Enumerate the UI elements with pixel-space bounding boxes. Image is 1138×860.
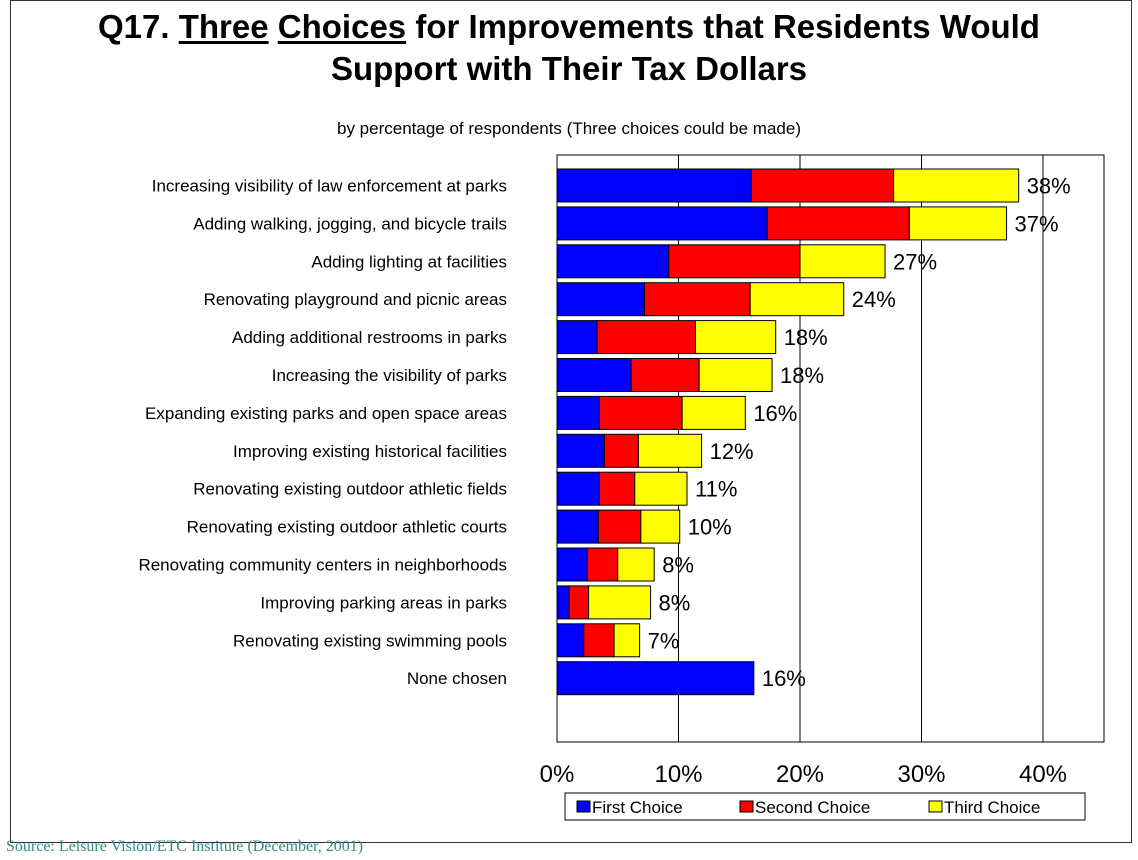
legend-label: Third Choice bbox=[944, 798, 1040, 817]
title-prefix: Q17. bbox=[98, 8, 170, 45]
bar-third-choice bbox=[613, 623, 641, 658]
bar-first-choice bbox=[556, 433, 605, 468]
total-label: 11% bbox=[695, 477, 737, 502]
bar-first-choice bbox=[556, 471, 601, 506]
chart-subtitle: by percentage of respondents (Three choi… bbox=[337, 119, 801, 138]
bar-third-choice bbox=[893, 168, 1020, 203]
bar-third-choice bbox=[695, 320, 777, 355]
bar-first-choice bbox=[556, 395, 601, 430]
title-underlined-three: Three bbox=[178, 8, 269, 45]
source-note: Source: Leisure Vision/ETC Institute (De… bbox=[6, 838, 364, 855]
total-label: 38% bbox=[1027, 174, 1071, 199]
legend-box bbox=[564, 792, 1086, 821]
bar-first-choice bbox=[556, 244, 670, 279]
bar-second-choice bbox=[766, 206, 910, 241]
title-line2: Support with Their Tax Dollars bbox=[330, 50, 808, 87]
bar-third-choice bbox=[637, 433, 703, 468]
bar-second-choice bbox=[603, 433, 639, 468]
bar-third-choice bbox=[617, 547, 655, 582]
category-label: Renovating existing outdoor athletic cou… bbox=[187, 518, 507, 537]
total-label: 7% bbox=[648, 628, 680, 653]
bar-first-choice bbox=[556, 282, 645, 317]
bar-third-choice bbox=[749, 282, 845, 317]
legend-label: Second Choice bbox=[755, 798, 870, 817]
category-label: Expanding existing parks and open space … bbox=[145, 404, 507, 423]
bar-third-choice bbox=[799, 244, 886, 279]
title-underlined-choices: Choices bbox=[277, 8, 407, 45]
category-label: Adding lighting at facilities bbox=[311, 252, 507, 271]
bar-third-choice bbox=[681, 395, 746, 430]
bar-second-choice bbox=[568, 585, 590, 620]
category-label: Increasing visibility of law enforcement… bbox=[152, 177, 507, 196]
bar-second-choice bbox=[750, 168, 895, 203]
bar-first-choice bbox=[556, 168, 752, 203]
bar-first-choice bbox=[556, 623, 585, 658]
category-label: Improving parking areas in parks bbox=[260, 593, 507, 612]
bar-first-choice bbox=[556, 547, 588, 582]
x-tick-label: 10% bbox=[654, 761, 702, 788]
x-tick-label: 30% bbox=[897, 761, 945, 788]
bar-first-choice bbox=[556, 661, 755, 696]
total-label: 8% bbox=[662, 553, 694, 578]
bar-second-choice bbox=[599, 395, 683, 430]
bar-third-choice bbox=[908, 206, 1008, 241]
bar-second-choice bbox=[599, 471, 636, 506]
bar-first-choice bbox=[556, 206, 768, 241]
bar-second-choice bbox=[596, 320, 697, 355]
legend-swatch bbox=[928, 800, 943, 813]
total-label: 18% bbox=[784, 325, 828, 350]
category-label: Adding walking, jogging, and bicycle tra… bbox=[193, 214, 507, 233]
bar-first-choice bbox=[556, 509, 599, 544]
bar-third-choice bbox=[640, 509, 681, 544]
bar-second-choice bbox=[668, 244, 801, 279]
bar-second-choice bbox=[643, 282, 751, 317]
total-label: 10% bbox=[688, 515, 732, 540]
bar-first-choice bbox=[556, 358, 632, 392]
category-label: Renovating playground and picnic areas bbox=[204, 290, 507, 309]
category-label: None chosen bbox=[407, 669, 507, 688]
bar-third-choice bbox=[698, 358, 773, 392]
category-label: Renovating existing outdoor athletic fie… bbox=[193, 480, 507, 499]
bar-second-choice bbox=[630, 358, 700, 392]
bar-second-choice bbox=[583, 623, 615, 658]
x-tick-label: 0% bbox=[540, 761, 575, 788]
bar-third-choice bbox=[634, 471, 688, 506]
bar-second-choice bbox=[586, 547, 619, 582]
category-label: Increasing the visibility of parks bbox=[272, 366, 507, 385]
title-rest: for Improvements that Residents Would bbox=[415, 8, 1040, 45]
chart-title: Q17. Three Choices for Improvements that… bbox=[0, 6, 1138, 90]
category-label: Improving existing historical facilities bbox=[233, 442, 507, 461]
category-label: Renovating community centers in neighbor… bbox=[138, 556, 507, 575]
legend-label: First Choice bbox=[592, 798, 683, 817]
legend-swatch bbox=[576, 800, 591, 813]
chart-frame bbox=[10, 0, 1132, 843]
total-label: 37% bbox=[1015, 211, 1059, 236]
total-label: 12% bbox=[710, 439, 754, 464]
bar-third-choice bbox=[588, 585, 652, 620]
bar-second-choice bbox=[597, 509, 642, 544]
category-label: Renovating existing swimming pools bbox=[233, 631, 507, 650]
total-label: 16% bbox=[753, 401, 797, 426]
total-label: 16% bbox=[762, 666, 806, 691]
x-tick-label: 40% bbox=[1019, 761, 1067, 788]
total-label: 27% bbox=[893, 249, 937, 274]
bar-first-choice bbox=[556, 320, 598, 355]
total-label: 8% bbox=[659, 590, 691, 615]
bar-first-choice bbox=[556, 585, 570, 620]
legend-swatch bbox=[739, 800, 754, 813]
total-label: 18% bbox=[780, 363, 824, 388]
category-label: Adding additional restrooms in parks bbox=[232, 328, 507, 347]
total-label: 24% bbox=[852, 287, 896, 312]
x-tick-label: 20% bbox=[776, 761, 824, 788]
